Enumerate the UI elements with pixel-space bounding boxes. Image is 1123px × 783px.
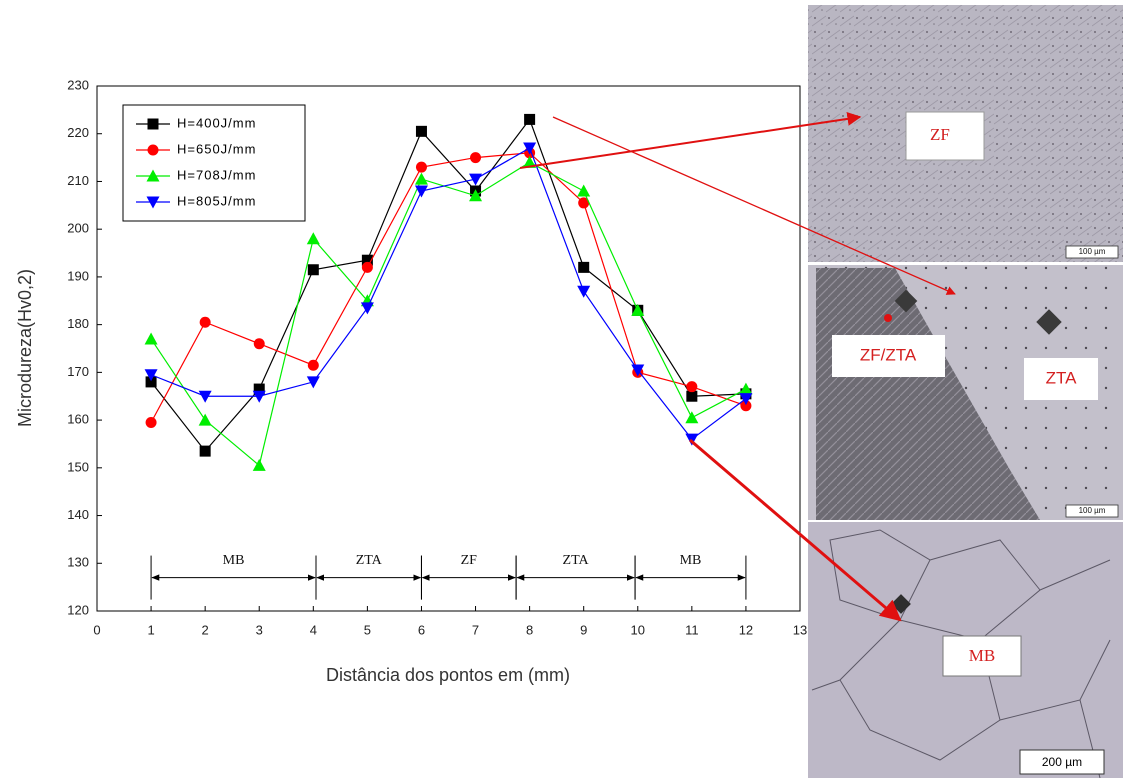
y-tick-label: 200 [67, 221, 89, 236]
zone-label: MB [223, 553, 245, 568]
marker [307, 376, 320, 388]
y-tick-label: 120 [67, 602, 89, 617]
micrograph-zf: ZF 100 µm [808, 5, 1123, 262]
x-tick-label: 9 [580, 622, 587, 637]
x-tick-label: 10 [631, 622, 645, 637]
marker [200, 446, 211, 457]
zone-label: MB [680, 553, 702, 568]
marker [577, 185, 590, 197]
x-tick-label: 1 [147, 622, 154, 637]
y-tick-label: 210 [67, 173, 89, 188]
y-tick-label: 190 [67, 268, 89, 283]
x-tick-label: 5 [364, 622, 371, 637]
legend-marker [148, 145, 159, 156]
marker [524, 114, 535, 125]
y-axis-label: Microdureza(Hv0,2) [15, 269, 35, 427]
scale-bar-label: 100 µm [1079, 247, 1106, 256]
marker [577, 286, 590, 298]
y-tick-label: 150 [67, 459, 89, 474]
marker [362, 262, 373, 273]
y-tick-label: 170 [67, 364, 89, 379]
x-tick-label: 4 [310, 622, 317, 637]
marker [361, 302, 374, 314]
marker [199, 414, 212, 426]
y-tick-label: 220 [67, 125, 89, 140]
micrograph-zf-zta: ZF/ZTA ZTA 100 µm [808, 265, 1123, 520]
x-tick-label: 7 [472, 622, 479, 637]
micrograph-label: ZTA [1046, 368, 1078, 387]
marker [308, 264, 319, 275]
marker [578, 262, 589, 273]
y-tick-label: 230 [67, 77, 89, 92]
legend: H=400J/mm H=650J/mm H=708J/mm H=805J/mm [123, 105, 305, 221]
scale-bar-label: 200 µm [1042, 755, 1082, 769]
marker [145, 332, 158, 344]
marker [254, 338, 265, 349]
micrograph-label: ZF/ZTA [860, 345, 917, 364]
x-tick-label: 6 [418, 622, 425, 637]
figure: ZF 100 µm ZF/ZTA ZTA 100 µm MB 200 µm 12… [0, 0, 1123, 778]
scale-bar-label: 100 µm [1079, 506, 1106, 515]
marker [307, 232, 320, 244]
legend-label: H=708J/mm [177, 167, 256, 182]
x-tick-label: 3 [256, 622, 263, 637]
x-axis-label: Distância dos pontos em (mm) [326, 665, 570, 685]
y-tick-label: 160 [67, 412, 89, 427]
micrograph-label: MB [969, 646, 995, 665]
legend-label: H=805J/mm [177, 193, 256, 208]
marker [416, 126, 427, 137]
legend-label: H=400J/mm [177, 115, 256, 130]
marker [686, 391, 697, 402]
micrograph-mb: MB 200 µm [808, 522, 1123, 778]
x-tick-label: 2 [202, 622, 209, 637]
x-tick-label: 13 [793, 622, 807, 637]
zone-label: ZTA [356, 553, 383, 568]
marker [416, 162, 427, 173]
y-tick-label: 140 [67, 507, 89, 522]
x-tick-label: 8 [526, 622, 533, 637]
marker [200, 317, 211, 328]
y-tick-label: 130 [67, 555, 89, 570]
y-tick-label: 180 [67, 316, 89, 331]
marker [253, 459, 266, 471]
marker [685, 411, 698, 423]
zone-label: ZF [461, 553, 478, 568]
x-tick-label: 0 [93, 622, 100, 637]
micrograph-label: ZF [930, 125, 950, 144]
x-tick-label: 12 [739, 622, 753, 637]
legend-label: H=650J/mm [177, 141, 256, 156]
marker [470, 152, 481, 163]
marker [415, 186, 428, 198]
marker [146, 417, 157, 428]
x-tick-label: 11 [685, 622, 699, 637]
legend-marker [148, 119, 159, 130]
zone-label: ZTA [563, 553, 590, 568]
marker [686, 381, 697, 392]
marker [308, 360, 319, 371]
